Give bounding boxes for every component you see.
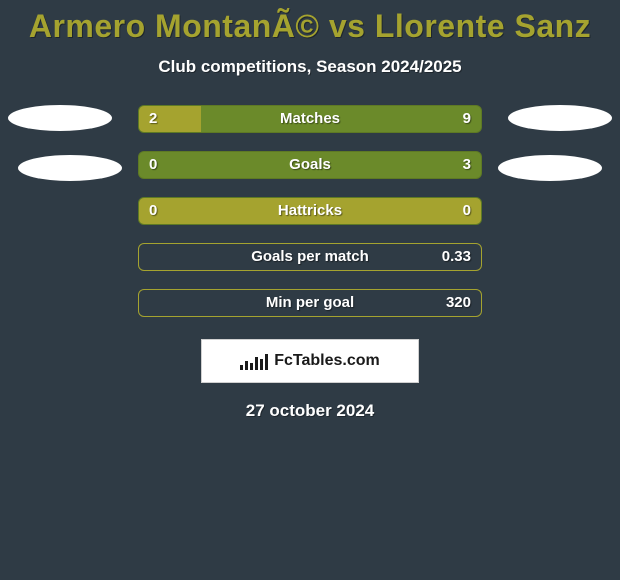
page-subtitle: Club competitions, Season 2024/2025: [10, 57, 610, 77]
stat-bar-right-value: 3: [453, 152, 481, 178]
stat-bar-right-value: 320: [436, 290, 481, 316]
stat-bar-right-value: 9: [453, 106, 481, 132]
player-right-photo-placeholder-1: [508, 105, 612, 131]
stat-bar-left-value: 0: [139, 152, 167, 178]
stat-bar-right-value: 0.33: [432, 244, 481, 270]
date-label: 27 october 2024: [10, 401, 610, 421]
stat-bar-label: Goals per match: [139, 244, 481, 270]
stat-bar-left-fill: [139, 106, 201, 132]
stat-bar: Goals per match0.33: [138, 243, 482, 271]
page-title: Armero MontanÃ© vs Llorente Sanz: [10, 8, 610, 45]
stat-bars: Matches29 Goals0 3 Hattricks00 Goals per mat…: [138, 105, 482, 317]
stat-bar: Matches29: [138, 105, 482, 133]
brand-text: FcTables.com: [274, 352, 380, 370]
stat-bar-left-fill: [139, 198, 481, 224]
stat-bar-label: Min per goal: [139, 290, 481, 316]
brand-chart-icon: [240, 352, 268, 370]
comparison-content: Matches29 Goals0 3 Hattricks00 Goals per mat…: [0, 105, 620, 421]
stat-bar: Goals0 3: [138, 151, 482, 179]
stat-bar-label: Goals: [139, 152, 481, 178]
player-left-photo-placeholder-1: [8, 105, 112, 131]
player-left-photo-placeholder-2: [18, 155, 122, 181]
player-right-photo-placeholder-2: [498, 155, 602, 181]
stat-bar: Hattricks00: [138, 197, 482, 225]
header: Armero MontanÃ© vs Llorente Sanz Club co…: [0, 0, 620, 77]
brand-badge[interactable]: FcTables.com: [201, 339, 419, 383]
stat-bar: Min per goal320: [138, 289, 482, 317]
